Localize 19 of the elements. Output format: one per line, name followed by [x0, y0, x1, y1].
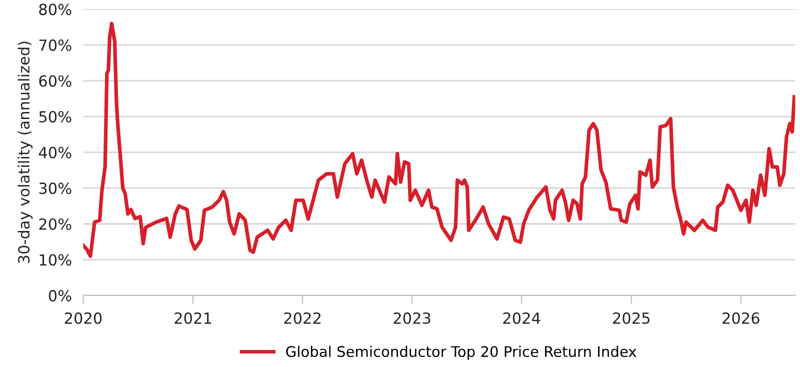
y-tick-label: 10% — [40, 254, 72, 266]
y-tick-label: 20% — [39, 218, 72, 230]
x-tick-label: 2024 — [503, 312, 540, 324]
line-series — [83, 22, 796, 258]
y-tick-label: 0% — [48, 290, 72, 302]
x-tick-label: 2026 — [722, 312, 760, 324]
y-tick-label: 50% — [39, 110, 72, 123]
y-tick-label: 30% — [39, 182, 72, 194]
x-tick-label: 2022 — [284, 312, 320, 324]
y-tick-label: 70% — [39, 39, 72, 51]
y-tick-label: 40% — [38, 146, 72, 158]
y-tick-label: 80% — [39, 4, 72, 16]
y-tick-label: 60% — [39, 75, 72, 87]
legend-label: Global Semiconductor Top 20 Price Return Index — [286, 346, 636, 360]
y-axis-title: 30-day volatility (annualized) — [18, 42, 33, 264]
x-tick-label: 2020 — [64, 312, 102, 324]
x-tick-label: 2025 — [613, 312, 650, 324]
x-tick-label: 2023 — [394, 312, 430, 324]
x-tick-label: 2021 — [174, 312, 212, 324]
